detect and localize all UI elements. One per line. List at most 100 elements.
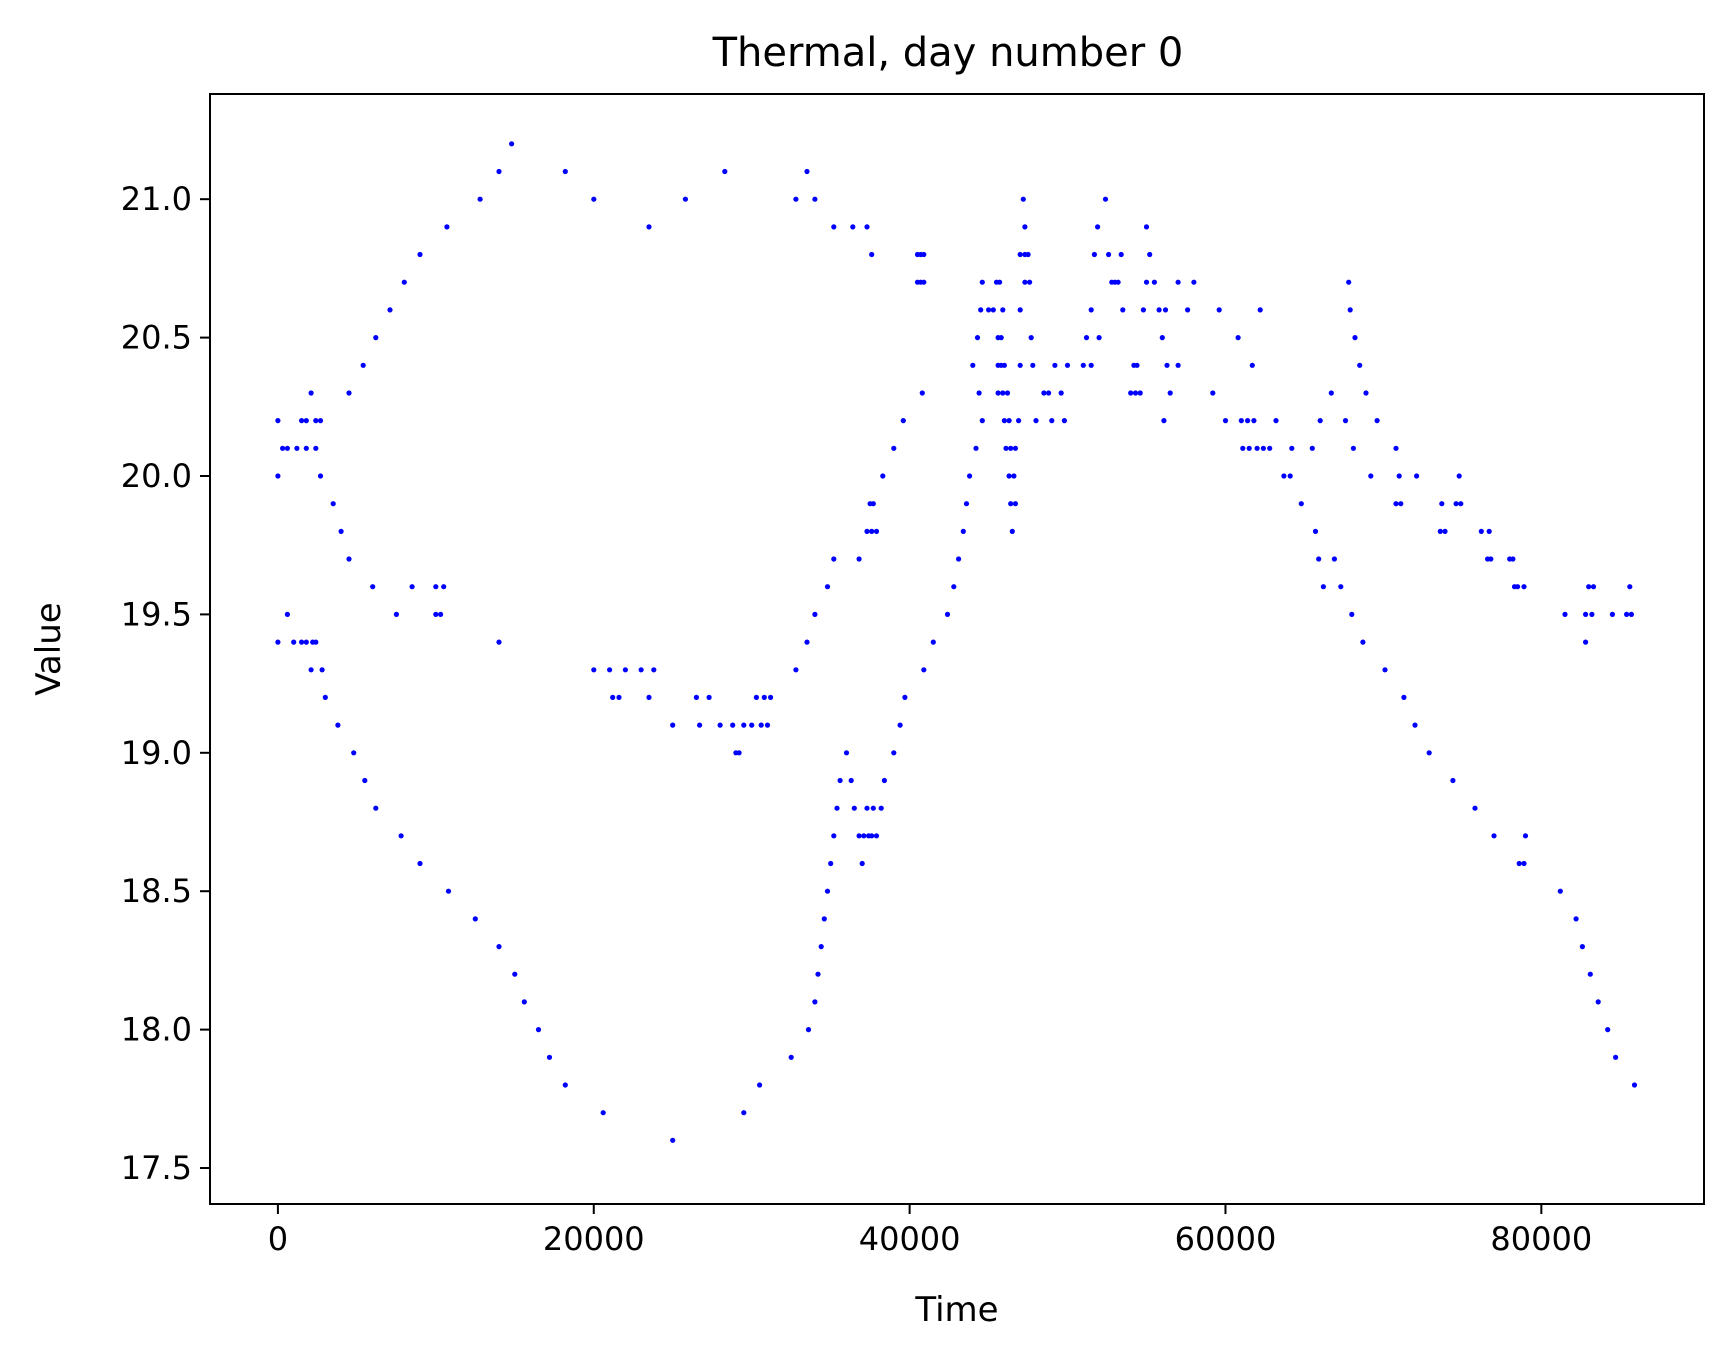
data-point bbox=[1000, 390, 1006, 396]
data-point bbox=[967, 473, 973, 479]
data-point bbox=[921, 279, 927, 285]
data-point bbox=[1064, 362, 1071, 368]
data-point bbox=[651, 667, 657, 673]
data-point bbox=[335, 722, 341, 728]
data-point bbox=[1106, 251, 1112, 258]
data-point bbox=[313, 418, 319, 424]
data-point bbox=[1486, 528, 1492, 535]
data-point bbox=[843, 750, 850, 756]
data-point bbox=[1017, 362, 1023, 368]
data-point bbox=[1020, 196, 1026, 202]
data-point bbox=[1613, 1054, 1619, 1060]
data-point bbox=[730, 722, 736, 728]
data-point bbox=[768, 694, 774, 701]
data-point bbox=[963, 501, 970, 507]
data-point bbox=[974, 335, 981, 341]
data-point bbox=[417, 860, 423, 867]
data-point bbox=[1137, 390, 1143, 396]
data-point bbox=[319, 667, 325, 673]
data-point bbox=[360, 362, 366, 368]
data-point bbox=[1115, 279, 1121, 285]
data-point bbox=[1393, 501, 1399, 507]
data-point bbox=[1001, 362, 1008, 368]
data-point bbox=[821, 916, 827, 922]
data-point bbox=[693, 694, 700, 701]
data-point bbox=[1120, 307, 1126, 313]
data-point bbox=[299, 418, 305, 424]
data-point bbox=[761, 694, 767, 701]
data-point bbox=[1017, 307, 1023, 313]
data-point bbox=[1009, 528, 1015, 535]
data-point bbox=[970, 362, 976, 368]
data-point bbox=[638, 667, 644, 673]
data-point bbox=[600, 1110, 606, 1116]
data-point bbox=[951, 584, 957, 590]
data-point bbox=[1605, 1027, 1611, 1033]
x-tick-label: 60000 bbox=[1175, 1220, 1277, 1258]
data-point bbox=[1143, 279, 1150, 285]
data-point bbox=[990, 307, 996, 313]
data-point bbox=[859, 860, 865, 867]
data-point bbox=[1349, 611, 1355, 618]
x-tick-label: 40000 bbox=[859, 1220, 961, 1258]
data-point bbox=[433, 584, 439, 590]
data-point bbox=[1151, 279, 1157, 285]
data-point bbox=[275, 639, 281, 645]
data-point bbox=[1374, 418, 1380, 424]
data-point bbox=[1041, 390, 1047, 396]
data-point bbox=[1175, 279, 1181, 285]
data-point bbox=[1442, 528, 1448, 535]
data-point bbox=[441, 584, 447, 590]
data-point bbox=[1453, 501, 1459, 507]
data-point bbox=[997, 279, 1003, 285]
data-point bbox=[1162, 307, 1169, 313]
data-point bbox=[869, 251, 875, 258]
y-axis-label: Value bbox=[29, 602, 69, 695]
data-point bbox=[670, 1137, 676, 1143]
data-point bbox=[1439, 501, 1445, 507]
data-point bbox=[1008, 501, 1014, 507]
data-point bbox=[670, 722, 676, 728]
data-point bbox=[322, 694, 328, 701]
data-point bbox=[788, 1054, 794, 1060]
data-point bbox=[1096, 335, 1102, 341]
data-point bbox=[1140, 307, 1146, 313]
data-point bbox=[869, 833, 875, 839]
data-point bbox=[1061, 418, 1067, 424]
data-point bbox=[351, 750, 357, 756]
data-point bbox=[496, 944, 502, 950]
y-tick-label: 18.5 bbox=[121, 872, 192, 910]
data-point bbox=[616, 694, 622, 701]
data-point bbox=[856, 833, 862, 839]
data-point bbox=[834, 805, 840, 811]
data-point bbox=[562, 168, 568, 175]
data-point bbox=[1167, 390, 1173, 396]
data-point bbox=[757, 1082, 763, 1088]
data-point bbox=[398, 833, 404, 839]
data-point bbox=[867, 501, 873, 507]
data-point bbox=[509, 141, 515, 147]
data-point bbox=[1235, 335, 1241, 341]
data-point bbox=[303, 445, 309, 451]
data-point bbox=[1338, 584, 1344, 590]
data-point bbox=[1350, 445, 1356, 451]
data-point bbox=[1458, 501, 1464, 507]
data-point bbox=[1159, 335, 1165, 341]
data-point bbox=[1398, 501, 1404, 507]
data-point bbox=[897, 722, 903, 728]
data-point bbox=[294, 445, 300, 451]
data-point bbox=[1309, 445, 1315, 451]
data-point bbox=[850, 224, 856, 230]
data-point bbox=[1320, 584, 1326, 590]
data-point bbox=[1249, 362, 1255, 368]
data-point bbox=[1000, 307, 1006, 313]
data-point bbox=[1022, 279, 1028, 285]
data-point bbox=[303, 418, 309, 424]
data-point bbox=[1450, 777, 1456, 784]
data-point bbox=[401, 279, 407, 285]
data-point bbox=[1143, 224, 1150, 230]
data-point bbox=[521, 999, 527, 1005]
data-point bbox=[1289, 445, 1295, 451]
data-point bbox=[1426, 750, 1432, 756]
